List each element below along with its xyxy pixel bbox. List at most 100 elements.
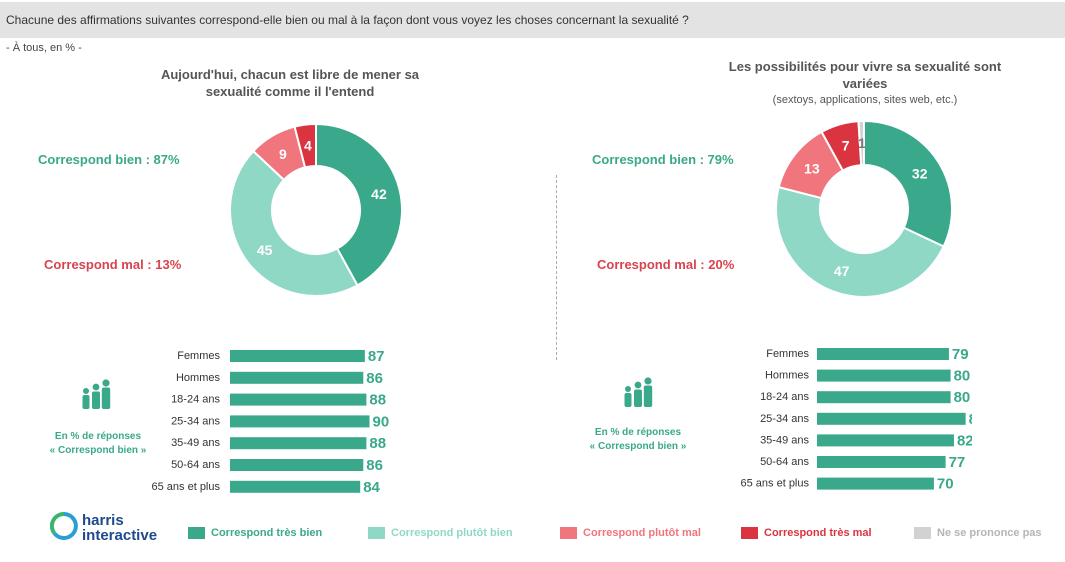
legend-label: Correspond plutôt mal bbox=[583, 527, 701, 539]
legend-label: Ne se prononce pas bbox=[937, 527, 1042, 539]
legend-label: Correspond plutôt bien bbox=[391, 527, 513, 539]
right-bien-label: Correspond bien : 79% bbox=[592, 152, 734, 167]
bar-category-label: 25-34 ans bbox=[760, 413, 809, 425]
people-icon bbox=[78, 376, 114, 417]
legend-item: Ne se prononce pas bbox=[914, 527, 1042, 539]
bar-value-label: 88 bbox=[369, 435, 386, 452]
bar-value-label: 89 bbox=[969, 411, 972, 428]
bar-category-label: 18-24 ans bbox=[171, 394, 220, 406]
legend-item: Correspond plutôt bien bbox=[368, 527, 513, 539]
legend-swatch bbox=[914, 527, 931, 539]
bar-value-label: 86 bbox=[366, 457, 383, 474]
legend-label: Correspond très mal bbox=[764, 527, 872, 539]
donut-slice-ne-se-prononce-pas bbox=[857, 120, 865, 167]
donut-slice-correspond-tres-mal bbox=[293, 122, 317, 169]
panel-divider bbox=[556, 175, 557, 360]
left-bien-label: Correspond bien : 87% bbox=[38, 152, 180, 167]
donut-slice-correspond-tres-bien bbox=[315, 122, 403, 287]
question-text: Chacune des affirmations suivantes corre… bbox=[6, 13, 689, 27]
bar-18-24-ans bbox=[230, 393, 367, 406]
left-donut-chart: 42 45 9 4 bbox=[229, 122, 403, 297]
left-bar-chart: Femmes 87 Hommes 86 18-24 ans 88 25-34 ans 90 35… bbox=[152, 348, 390, 495]
donut-slice-correspond-tres-bien bbox=[863, 120, 953, 248]
donut-value-label: 9 bbox=[279, 146, 287, 162]
bar-hommes bbox=[230, 371, 364, 384]
bar-category-label: Femmes bbox=[177, 350, 220, 362]
right-title-text: Les possibilités pour vivre sa sexualité… bbox=[728, 59, 1002, 91]
left-donut-title: Aujourd'hui, chacun est libre de mener s… bbox=[140, 66, 440, 100]
brand-name: harris interactive bbox=[82, 513, 157, 543]
bar-category-label: 65 ans et plus bbox=[741, 478, 810, 490]
donut-value-label: 45 bbox=[257, 242, 273, 258]
brand-line1: harris bbox=[82, 512, 124, 529]
brand-line2: interactive bbox=[82, 527, 158, 544]
bar-50-64-ans bbox=[817, 456, 946, 468]
donut-slice-correspond-plutot-bien bbox=[776, 185, 945, 299]
legend-swatch bbox=[741, 527, 758, 539]
right-bar-chart: Femmes 79 Hommes 80 18-24 ans 80 25-34 ans 89 35… bbox=[741, 346, 973, 493]
bar-value-label: 84 bbox=[363, 479, 380, 495]
question-bar: Chacune des affirmations suivantes corre… bbox=[0, 2, 1065, 38]
bar-category-label: 35-49 ans bbox=[171, 437, 220, 449]
bar-18-24-ans bbox=[817, 391, 951, 404]
legend-label: Correspond très bien bbox=[211, 527, 323, 539]
bar-femmes bbox=[817, 348, 949, 360]
bar-value-label: 77 bbox=[949, 454, 966, 471]
right-donut-chart: 32 47 13 7 1 bbox=[776, 120, 953, 299]
left-note-line2: « Correspond bien » bbox=[49, 445, 147, 456]
bar-category-label: Hommes bbox=[765, 370, 810, 382]
donut-value-label: 1 bbox=[858, 135, 866, 151]
bar-category-label: 25-34 ans bbox=[171, 415, 220, 427]
bar-category-label: 35-49 ans bbox=[760, 434, 809, 446]
bar-50-64-ans bbox=[230, 459, 364, 471]
bar-value-label: 80 bbox=[954, 368, 971, 385]
donut-value-label: 7 bbox=[842, 138, 850, 154]
bar-value-label: 87 bbox=[368, 348, 385, 365]
bar-value-label: 80 bbox=[954, 389, 971, 406]
donut-value-label: 13 bbox=[804, 161, 820, 177]
donut-value-label: 32 bbox=[912, 166, 928, 182]
right-bars-note: En % de réponses « Correspond bien » bbox=[568, 426, 708, 454]
bar-value-label: 86 bbox=[366, 370, 383, 387]
donut-value-label: 4 bbox=[304, 138, 312, 154]
bar-hommes bbox=[817, 369, 951, 382]
bar-25-34-ans bbox=[230, 415, 370, 428]
bar-femmes bbox=[230, 350, 365, 362]
left-mal-label: Correspond mal : 13% bbox=[44, 257, 182, 272]
bar-category-label: 65 ans et plus bbox=[152, 481, 221, 493]
bar-category-label: 18-24 ans bbox=[760, 391, 809, 403]
bar-category-label: 50-64 ans bbox=[760, 456, 809, 468]
scope-note: - À tous, en % - bbox=[6, 42, 82, 54]
legend-swatch bbox=[560, 527, 577, 539]
legend-item: Correspond très mal bbox=[741, 527, 872, 539]
bar-value-label: 90 bbox=[373, 413, 390, 430]
bar-value-label: 70 bbox=[937, 476, 954, 493]
legend-item: Correspond très bien bbox=[188, 527, 322, 539]
bar-value-label: 88 bbox=[369, 392, 386, 409]
left-title-text: Aujourd'hui, chacun est libre de mener s… bbox=[160, 67, 420, 99]
left-bars-note: En % de réponses « Correspond bien » bbox=[28, 430, 168, 458]
right-donut-title: Les possibilités pour vivre sa sexualité… bbox=[720, 58, 1010, 109]
bar-65-ans-et-plus bbox=[817, 477, 934, 490]
right-note-line1: En % de réponses bbox=[594, 427, 682, 438]
bar-25-34-ans bbox=[817, 412, 966, 425]
bar-value-label: 82 bbox=[957, 432, 972, 449]
bar-category-label: 50-64 ans bbox=[171, 459, 220, 471]
bar-65-ans-et-plus bbox=[230, 480, 361, 493]
donut-value-label: 47 bbox=[834, 263, 850, 279]
donut-slice-correspond-plutot-bien bbox=[229, 149, 359, 297]
bar-35-49-ans bbox=[230, 437, 367, 450]
right-mal-label: Correspond mal : 20% bbox=[597, 257, 735, 272]
right-note-line2: « Correspond bien » bbox=[589, 441, 687, 452]
bar-category-label: Femmes bbox=[766, 348, 809, 360]
bar-35-49-ans bbox=[817, 434, 954, 447]
left-note-line1: En % de réponses bbox=[54, 431, 142, 442]
bar-category-label: Hommes bbox=[176, 372, 221, 384]
bar-value-label: 79 bbox=[952, 346, 969, 363]
legend-swatch bbox=[368, 527, 385, 539]
right-donut-subtitle: (sextoys, applications, sites web, etc.) bbox=[772, 94, 958, 106]
donut-value-label: 42 bbox=[371, 186, 387, 202]
legend-item: Correspond plutôt mal bbox=[560, 527, 701, 539]
harris-logo-icon bbox=[50, 512, 78, 540]
legend-swatch bbox=[188, 527, 205, 539]
